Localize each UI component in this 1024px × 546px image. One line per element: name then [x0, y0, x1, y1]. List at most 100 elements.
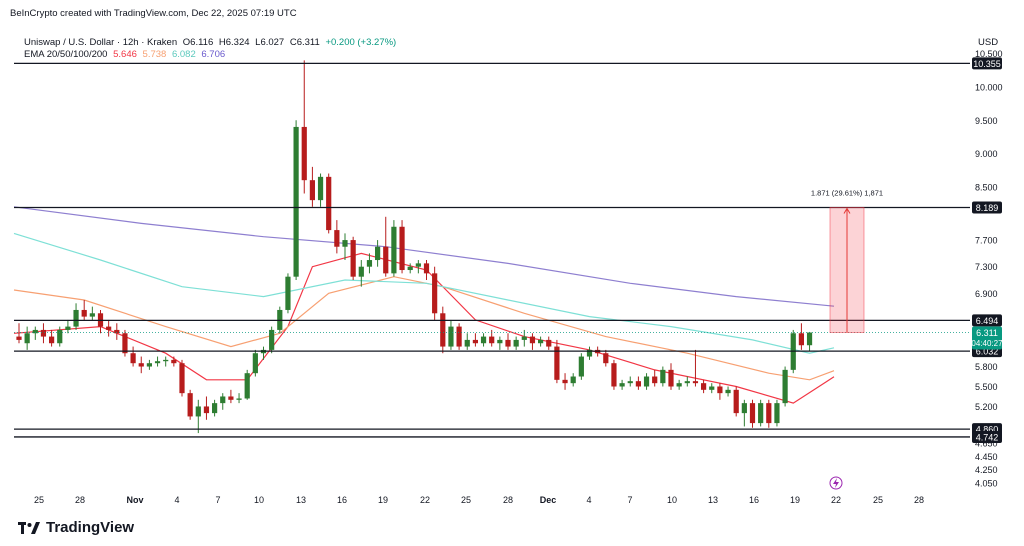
candle-body [554, 346, 560, 380]
candle-body [130, 353, 136, 364]
candle-body [293, 126, 299, 277]
candle-body [187, 393, 193, 417]
candle-body [391, 226, 397, 274]
x-tick-label: 28 [503, 495, 513, 505]
candle [758, 399, 764, 427]
candle-body [472, 339, 478, 344]
candle [228, 389, 234, 404]
candle [342, 233, 348, 261]
candle-body [301, 126, 307, 181]
level-label-text: 6.032 [976, 347, 999, 357]
candle-body [179, 363, 185, 394]
current-price-text: 6.311 [976, 328, 998, 338]
candle-body [195, 406, 201, 417]
candle [513, 336, 519, 350]
candle-body [798, 333, 804, 346]
candle [65, 319, 71, 334]
candle [399, 220, 405, 274]
x-tick-label: 28 [914, 495, 924, 505]
x-tick-label: 28 [75, 495, 85, 505]
x-tick-label: 10 [667, 495, 677, 505]
y-tick-label: 9.500 [975, 116, 998, 126]
candle-body [269, 329, 275, 350]
y-tick-label: 5.800 [975, 362, 998, 372]
level-label: 4.742 [972, 430, 1002, 443]
candle [326, 173, 332, 234]
candle [798, 323, 804, 350]
candle-body [660, 369, 666, 384]
candle [203, 396, 210, 420]
candle-body [423, 263, 430, 274]
candle-body [146, 363, 152, 367]
level-label-text: 10.355 [973, 59, 1001, 69]
candle [89, 306, 95, 320]
ema-line-ema20 [13, 252, 835, 404]
ohlc-close: C6.311 [289, 37, 320, 48]
candle [195, 399, 201, 434]
candle [774, 399, 780, 427]
candle [407, 263, 413, 274]
candle-body [212, 403, 218, 414]
candle [440, 306, 446, 354]
candle-body [741, 403, 747, 414]
countdown-text: 04:40:27 [971, 339, 1003, 348]
candle-body [570, 376, 576, 384]
candle [668, 363, 674, 390]
candle [391, 220, 397, 277]
candle-body [171, 359, 177, 364]
x-tick-label: 7 [627, 495, 632, 505]
y-tick-label: 8.500 [975, 182, 998, 192]
ohlc-open: O6.116 [182, 37, 214, 48]
candle-body [138, 363, 144, 367]
candle-body [16, 336, 22, 340]
ohlc-high: H6.324 [218, 37, 250, 48]
x-tick-label: 4 [586, 495, 591, 505]
candle-body [652, 376, 658, 384]
level-label: 10.355 [972, 57, 1002, 70]
candle [562, 373, 568, 390]
candle-body [701, 383, 707, 390]
candle [701, 379, 707, 394]
candle-body [774, 403, 780, 424]
candle-body [643, 376, 650, 387]
currency-label[interactable]: USD [978, 37, 999, 48]
x-tick-label: 13 [708, 495, 718, 505]
candle-body [505, 339, 511, 347]
y-tick-label: 7.300 [975, 262, 998, 272]
candle-body [448, 326, 454, 347]
measure-arrowhead [843, 207, 851, 214]
candle-body [635, 381, 641, 387]
tradingview-logo-icon [18, 521, 40, 534]
candle [32, 326, 38, 340]
candle-body [562, 379, 568, 384]
candle-body [106, 326, 112, 330]
ema-legend: EMA 20/50/100/200 5.646 5.738 6.082 6.70… [24, 49, 228, 60]
candle-body [586, 349, 593, 357]
candle-body [163, 359, 169, 362]
candle [456, 323, 462, 350]
candle-body [73, 309, 79, 327]
candle [717, 383, 723, 400]
candle-body [668, 369, 674, 387]
y-tick-label: 4.250 [975, 465, 998, 475]
candle [236, 393, 242, 404]
candle [163, 356, 169, 367]
ema-line-ema50 [13, 276, 835, 381]
candle-body [114, 329, 120, 334]
candle-body [309, 180, 315, 201]
candle [122, 329, 128, 357]
candle [350, 236, 356, 281]
candle [603, 349, 609, 367]
candle [472, 333, 478, 347]
lightning-icon[interactable] [829, 476, 843, 490]
candle [538, 336, 544, 347]
candle [16, 323, 22, 344]
level-label-text: 8.189 [976, 203, 999, 213]
brand-name: TradingView [46, 519, 135, 536]
candle-body [733, 389, 739, 414]
candle [220, 393, 226, 410]
candle-body [521, 336, 527, 340]
candle [725, 386, 731, 397]
candle-body [32, 329, 38, 334]
